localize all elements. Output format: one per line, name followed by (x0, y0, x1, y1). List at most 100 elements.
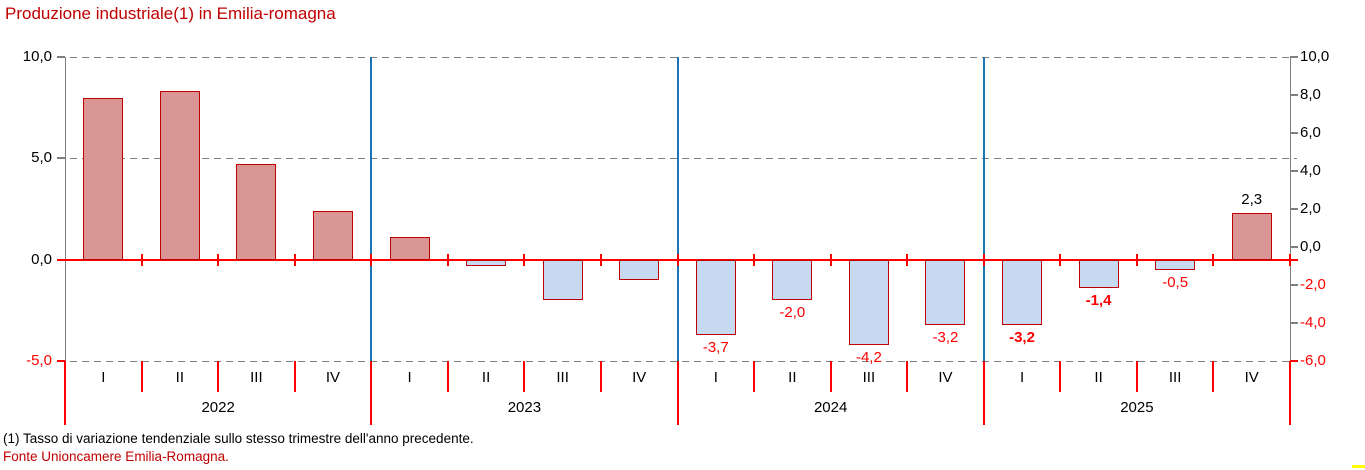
right-axis-tick (1290, 246, 1298, 248)
year-boundary-tick (370, 361, 373, 425)
quarter-boundary-tick (1135, 361, 1138, 392)
left-axis-tick (57, 258, 65, 261)
bar-label-2024-I: -3,7 (702, 338, 729, 356)
right-axis-label: -2,0 (1300, 276, 1326, 293)
quarter-label: II (175, 369, 185, 386)
zero-line-quarter-tick (446, 253, 449, 266)
quarter-label: IV (938, 369, 953, 386)
year-separator-line (676, 57, 679, 361)
zero-line-right-axis-tick (1289, 253, 1291, 266)
bar-2023-I (389, 237, 430, 260)
zero-line-quarter-tick (293, 253, 296, 266)
quarter-boundary-tick (753, 361, 756, 392)
right-axis-tick (1290, 284, 1298, 286)
right-axis-tick (1290, 360, 1298, 362)
zero-line-quarter-tick (1212, 253, 1215, 266)
right-axis-tick (1290, 132, 1298, 134)
yellow-marker (1352, 465, 1365, 468)
bar-2022-I (83, 97, 124, 260)
bar-2022-III (236, 164, 277, 260)
bar-label-2025-I: -3,2 (1009, 328, 1035, 346)
year-boundary-tick (982, 361, 985, 425)
bar-2024-IV (925, 259, 966, 325)
bar-2022-II (159, 91, 200, 260)
quarter-label: IV (632, 369, 647, 386)
bar-2025-II (1078, 259, 1119, 289)
quarter-boundary-tick (217, 361, 220, 392)
right-axis-tick (1290, 170, 1298, 172)
zero-line-quarter-tick (906, 253, 909, 266)
left-axis-label: 0,0 (31, 250, 52, 268)
bar-2025-I (1002, 259, 1043, 325)
quarter-label: III (1168, 369, 1182, 386)
zero-line-quarter-tick (1059, 253, 1062, 266)
zero-line-quarter-tick (982, 253, 985, 266)
quarter-label: IV (325, 369, 341, 386)
quarter-label: II (1094, 369, 1103, 386)
quarter-label: I (1019, 369, 1025, 386)
quarter-boundary-tick (906, 361, 909, 392)
quarter-label: III (250, 369, 263, 386)
quarter-label: II (481, 369, 491, 386)
left-axis-tick (57, 360, 65, 362)
right-axis-label: 10,0 (1300, 48, 1330, 65)
quarter-label: III (862, 369, 876, 386)
right-axis-label: 4,0 (1300, 162, 1321, 179)
year-label: 2022 (201, 399, 235, 416)
zero-line-quarter-tick (523, 253, 526, 266)
right-axis-tick (1290, 208, 1298, 210)
bar-label-2024-II: -2,0 (779, 304, 806, 322)
bar-2022-IV (312, 211, 353, 260)
quarter-boundary-tick (599, 361, 602, 392)
footnote-text: (1) Tasso di variazione tendenziale sull… (3, 431, 474, 446)
left-axis-label: 5,0 (31, 149, 52, 167)
zero-line-quarter-tick (599, 253, 602, 266)
zero-line-right-stub (1290, 258, 1298, 261)
year-label: 2024 (813, 399, 848, 416)
left-axis-label: -5,0 (26, 352, 52, 369)
quarter-boundary-tick (829, 361, 832, 392)
chart-title: Produzione industriale(1) in Emilia-roma… (5, 4, 336, 23)
bar-label-2025-II: -1,4 (1085, 292, 1112, 310)
zero-line-quarter-tick (217, 253, 220, 266)
left-axis-tick (57, 157, 65, 160)
bar-2024-I (695, 259, 736, 335)
right-axis-label: -6,0 (1300, 352, 1326, 369)
year-separator-line (982, 57, 985, 361)
bar-label-2025-III: -0,5 (1162, 273, 1189, 291)
bar-label-2024-IV: -3,2 (932, 328, 959, 346)
bar-2023-III (542, 259, 583, 301)
quarter-boundary-tick (140, 361, 143, 392)
quarter-label: I (407, 369, 412, 386)
source-text: Fonte Unioncamere Emilia-Romagna. (3, 449, 229, 464)
quarter-label: I (101, 369, 106, 386)
zero-line-quarter-tick (370, 253, 373, 266)
right-axis-label: 6,0 (1300, 124, 1321, 141)
right-axis-label: 8,0 (1300, 86, 1321, 103)
right-axis-label: -4,0 (1300, 314, 1326, 331)
bar-2023-II (466, 259, 507, 266)
year-boundary-tick (1289, 361, 1291, 425)
quarter-boundary-tick (523, 361, 526, 392)
zero-line-quarter-tick (1135, 253, 1138, 266)
quarter-boundary-tick (1212, 361, 1215, 392)
bar-2023-IV (619, 259, 660, 280)
quarter-label: I (713, 369, 718, 386)
zero-line-quarter-tick (829, 253, 832, 266)
zero-line-quarter-tick (676, 253, 679, 266)
bar-2024-II (772, 259, 813, 301)
left-axis-line (65, 57, 66, 361)
right-axis-tick (1290, 56, 1298, 58)
right-axis-label: 2,0 (1300, 200, 1321, 217)
zero-line-quarter-tick (753, 253, 756, 266)
year-label: 2025 (1120, 399, 1154, 416)
bar-2025-III (1155, 259, 1196, 270)
year-boundary-tick (64, 361, 66, 425)
right-axis-tick (1290, 322, 1298, 324)
quarter-label: III (556, 369, 569, 386)
quarter-boundary-tick (446, 361, 449, 392)
bar-2024-III (848, 259, 889, 345)
year-separator-line (370, 57, 373, 361)
left-axis-label: 10,0 (22, 48, 52, 65)
